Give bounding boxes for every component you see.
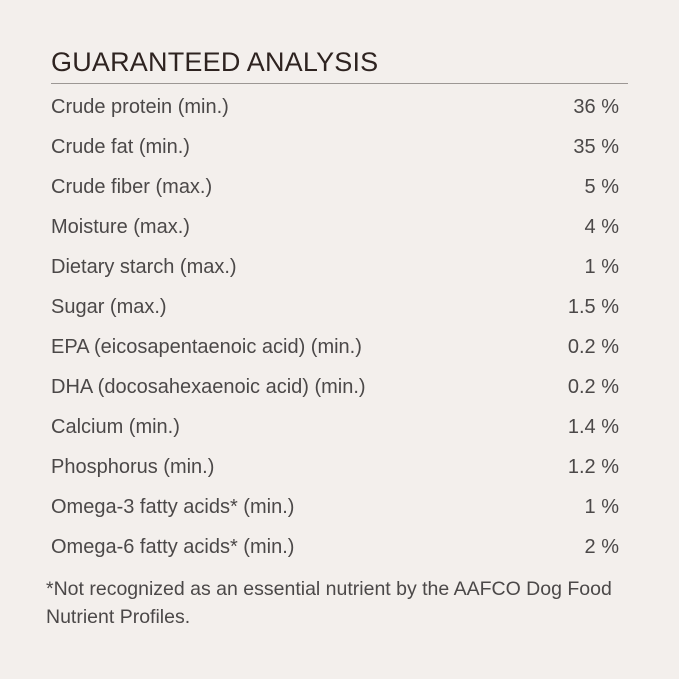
row-label: Calcium (min.): [51, 415, 180, 438]
row-label: Crude protein (min.): [51, 95, 229, 118]
table-row: Phosphorus (min.) 1.2 %: [51, 447, 619, 487]
row-label: Crude fat (min.): [51, 135, 190, 158]
table-row: Sugar (max.) 1.5 %: [51, 287, 619, 327]
footnote: *Not recognized as an essential nutrient…: [46, 578, 612, 628]
row-label: Sugar (max.): [51, 295, 167, 318]
table-row: EPA (eicosapentaenoic acid) (min.) 0.2 %: [51, 327, 619, 367]
analysis-table: Crude protein (min.) 36 % Crude fat (min.…: [51, 87, 619, 567]
page-title: GUARANTEED ANALYSIS: [51, 47, 379, 77]
table-row: Dietary starch (max.) 1 %: [51, 247, 619, 287]
row-value: 1.2 %: [567, 455, 619, 478]
row-value: 5 %: [584, 175, 619, 198]
row-label: EPA (eicosapentaenoic acid) (min.): [51, 335, 362, 358]
row-value: 36 %: [573, 95, 619, 118]
row-value: 1 %: [584, 255, 619, 278]
row-value: 35 %: [573, 135, 619, 158]
table-row: Crude protein (min.) 36 %: [51, 87, 619, 127]
row-label: Omega-6 fatty acids* (min.): [51, 535, 295, 558]
row-value: 1 %: [584, 495, 619, 518]
row-label: Dietary starch (max.): [51, 255, 237, 278]
row-label: DHA (docosahexaenoic acid) (min.): [51, 375, 366, 398]
row-label: Crude fiber (max.): [51, 175, 213, 198]
row-label: Moisture (max.): [51, 215, 190, 238]
table-row: Moisture (max.) 4 %: [51, 207, 619, 247]
table-row: Crude fiber (max.) 5 %: [51, 167, 619, 207]
divider: [51, 83, 628, 84]
row-value: 1.4 %: [567, 415, 619, 438]
row-value: 4 %: [584, 215, 619, 238]
table-row: DHA (docosahexaenoic acid) (min.) 0.2 %: [51, 367, 619, 407]
row-label: Omega-3 fatty acids* (min.): [51, 495, 295, 518]
table-row: Crude fat (min.) 35 %: [51, 127, 619, 167]
row-label: Phosphorus (min.): [51, 455, 215, 478]
table-row: Omega-6 fatty acids* (min.) 2 %: [51, 527, 619, 567]
table-row: Calcium (min.) 1.4 %: [51, 407, 619, 447]
row-value: 0.2 %: [567, 335, 619, 358]
row-value: 1.5 %: [567, 295, 619, 318]
table-row: Omega-3 fatty acids* (min.) 1 %: [51, 487, 619, 527]
row-value: 2 %: [584, 535, 619, 558]
row-value: 0.2 %: [567, 375, 619, 398]
